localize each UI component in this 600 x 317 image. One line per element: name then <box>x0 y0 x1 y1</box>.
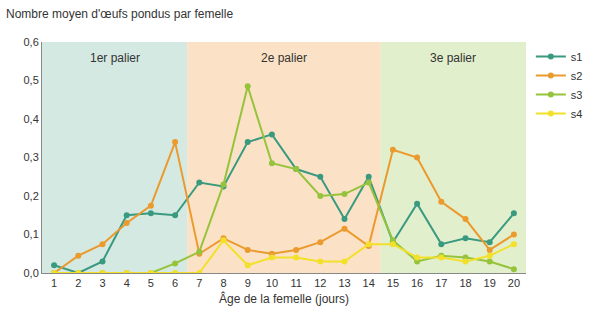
svg-text:0,1: 0,1 <box>24 228 39 240</box>
svg-text:0,6: 0,6 <box>24 36 39 48</box>
svg-text:Nombre moyen d'œufs pondus par: Nombre moyen d'œufs pondus par femelle <box>6 7 233 21</box>
svg-text:14: 14 <box>363 277 375 289</box>
svg-text:0,2: 0,2 <box>24 190 39 202</box>
svg-text:3: 3 <box>99 277 105 289</box>
svg-text:2: 2 <box>75 277 81 289</box>
svg-text:19: 19 <box>484 277 496 289</box>
svg-text:s4: s4 <box>571 108 583 120</box>
svg-text:7: 7 <box>196 277 202 289</box>
svg-text:16: 16 <box>411 277 423 289</box>
svg-text:Âge de la femelle (jours): Âge de la femelle (jours) <box>219 291 349 306</box>
svg-text:s3: s3 <box>571 89 583 101</box>
svg-text:20: 20 <box>508 277 520 289</box>
svg-text:1: 1 <box>51 277 57 289</box>
svg-text:8: 8 <box>220 277 226 289</box>
svg-text:0,3: 0,3 <box>24 151 39 163</box>
svg-text:13: 13 <box>338 277 350 289</box>
svg-text:9: 9 <box>245 277 251 289</box>
svg-text:0,5: 0,5 <box>24 74 39 86</box>
svg-text:0,4: 0,4 <box>24 113 39 125</box>
svg-text:17: 17 <box>435 277 447 289</box>
svg-text:0,0: 0,0 <box>24 267 39 279</box>
svg-text:1er palier: 1er palier <box>90 51 140 65</box>
svg-text:s1: s1 <box>571 51 583 63</box>
svg-text:12: 12 <box>314 277 326 289</box>
svg-text:2e palier: 2e palier <box>261 51 307 65</box>
svg-text:4: 4 <box>124 277 130 289</box>
svg-text:10: 10 <box>266 277 278 289</box>
svg-text:15: 15 <box>387 277 399 289</box>
svg-text:11: 11 <box>290 277 301 289</box>
svg-text:18: 18 <box>459 277 471 289</box>
svg-text:s2: s2 <box>571 70 583 82</box>
svg-text:5: 5 <box>148 277 154 289</box>
svg-text:6: 6 <box>172 277 178 289</box>
svg-text:3e palier: 3e palier <box>430 51 476 65</box>
